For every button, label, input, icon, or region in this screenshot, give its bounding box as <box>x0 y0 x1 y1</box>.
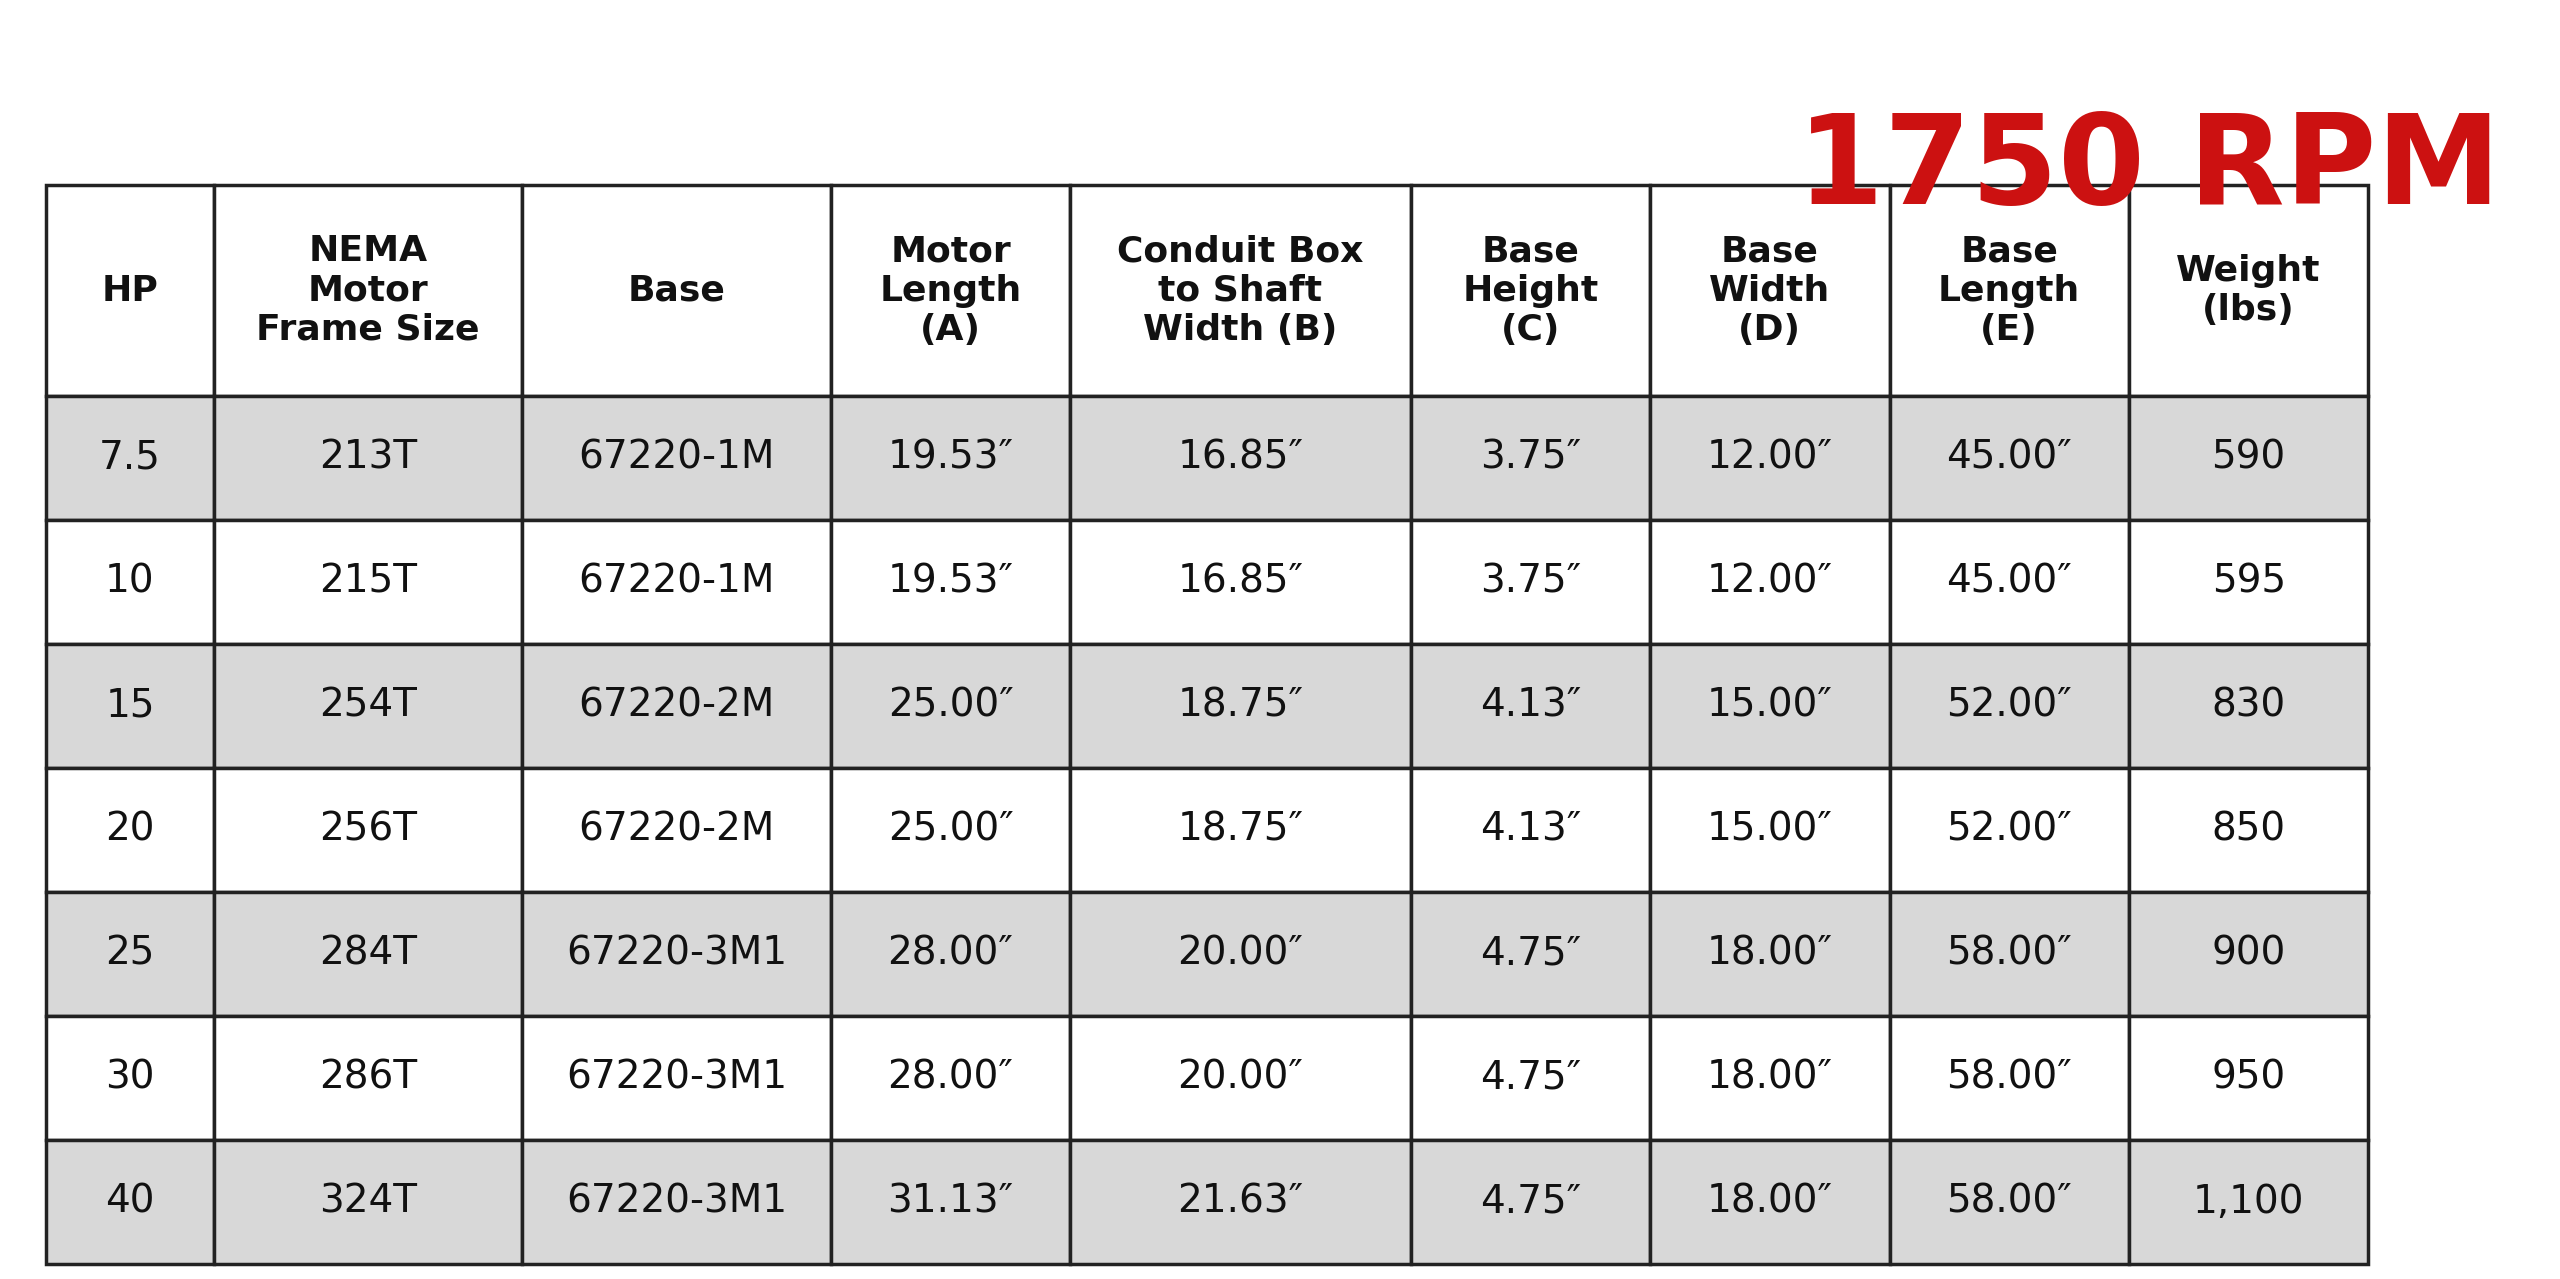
Text: 256T: 256T <box>320 811 417 849</box>
Text: 18.00″: 18.00″ <box>1708 1059 1833 1096</box>
Text: Base
Height
(C): Base Height (C) <box>1462 234 1597 347</box>
Text: 4.13″: 4.13″ <box>1480 687 1582 725</box>
Text: 58.00″: 58.00″ <box>1946 1059 2071 1096</box>
Text: 10: 10 <box>105 563 154 601</box>
Text: 15: 15 <box>105 687 154 725</box>
Text: 900: 900 <box>2212 935 2286 972</box>
Text: 58.00″: 58.00″ <box>1946 1183 2071 1220</box>
Text: 67220-2M: 67220-2M <box>579 687 776 725</box>
Text: 21.63″: 21.63″ <box>1178 1183 1303 1220</box>
Text: 16.85″: 16.85″ <box>1178 439 1303 477</box>
Text: 19.53″: 19.53″ <box>888 563 1014 601</box>
Text: 31.13″: 31.13″ <box>888 1183 1014 1220</box>
Text: 12.00″: 12.00″ <box>1708 439 1833 477</box>
Text: 590: 590 <box>2212 439 2286 477</box>
Text: 18.75″: 18.75″ <box>1178 811 1303 849</box>
Text: 215T: 215T <box>320 563 417 601</box>
Text: 7.5: 7.5 <box>100 439 161 477</box>
Text: 25: 25 <box>105 935 154 972</box>
Text: 254T: 254T <box>320 687 417 725</box>
Text: HP: HP <box>102 274 159 307</box>
Text: 4.75″: 4.75″ <box>1480 1183 1582 1220</box>
Text: 324T: 324T <box>320 1183 417 1220</box>
Text: 20.00″: 20.00″ <box>1178 1059 1303 1096</box>
Text: Base
Length
(E): Base Length (E) <box>1938 234 2081 347</box>
Text: 12.00″: 12.00″ <box>1708 563 1833 601</box>
Text: Conduit Box
to Shaft
Width (B): Conduit Box to Shaft Width (B) <box>1116 234 1364 347</box>
Text: Motor
Length
(A): Motor Length (A) <box>881 234 1021 347</box>
Text: Weight
(lbs): Weight (lbs) <box>2176 253 2322 327</box>
Text: 45.00″: 45.00″ <box>1946 563 2071 601</box>
Text: 284T: 284T <box>320 935 417 972</box>
Text: 28.00″: 28.00″ <box>888 1059 1014 1096</box>
Text: 45.00″: 45.00″ <box>1946 439 2071 477</box>
Text: 595: 595 <box>2212 563 2286 601</box>
Text: 52.00″: 52.00″ <box>1946 687 2071 725</box>
Text: 18.00″: 18.00″ <box>1708 1183 1833 1220</box>
Text: 15.00″: 15.00″ <box>1708 811 1833 849</box>
Text: 20.00″: 20.00″ <box>1178 935 1303 972</box>
Text: 19.53″: 19.53″ <box>888 439 1014 477</box>
Text: 67220-3M1: 67220-3M1 <box>566 1183 786 1220</box>
Text: 58.00″: 58.00″ <box>1946 935 2071 972</box>
Text: 3.75″: 3.75″ <box>1480 439 1582 477</box>
Text: 67220-3M1: 67220-3M1 <box>566 935 786 972</box>
Text: 18.00″: 18.00″ <box>1708 935 1833 972</box>
Text: 830: 830 <box>2212 687 2286 725</box>
Text: Base: Base <box>627 274 724 307</box>
Text: 67220-1M: 67220-1M <box>579 563 776 601</box>
Text: 850: 850 <box>2212 811 2286 849</box>
Text: 40: 40 <box>105 1183 154 1220</box>
Text: 213T: 213T <box>320 439 417 477</box>
Text: 1750 RPM: 1750 RPM <box>1797 109 2501 230</box>
Text: 950: 950 <box>2212 1059 2286 1096</box>
Text: 67220-3M1: 67220-3M1 <box>566 1059 786 1096</box>
Text: 4.75″: 4.75″ <box>1480 935 1582 972</box>
Text: 286T: 286T <box>320 1059 417 1096</box>
Text: 15.00″: 15.00″ <box>1708 687 1833 725</box>
Text: Base
Width
(D): Base Width (D) <box>1710 234 1830 347</box>
Text: 52.00″: 52.00″ <box>1946 811 2071 849</box>
Text: 20: 20 <box>105 811 154 849</box>
Text: 28.00″: 28.00″ <box>888 935 1014 972</box>
Text: 1,100: 1,100 <box>2194 1183 2304 1220</box>
Text: 25.00″: 25.00″ <box>888 811 1014 849</box>
Text: 67220-2M: 67220-2M <box>579 811 776 849</box>
Text: 18.75″: 18.75″ <box>1178 687 1303 725</box>
Text: NEMA
Motor
Frame Size: NEMA Motor Frame Size <box>256 234 479 347</box>
Text: 4.13″: 4.13″ <box>1480 811 1582 849</box>
Text: 25.00″: 25.00″ <box>888 687 1014 725</box>
Text: 30: 30 <box>105 1059 154 1096</box>
Text: 3.75″: 3.75″ <box>1480 563 1582 601</box>
Text: 16.85″: 16.85″ <box>1178 563 1303 601</box>
Text: 67220-1M: 67220-1M <box>579 439 776 477</box>
Text: 4.75″: 4.75″ <box>1480 1059 1582 1096</box>
